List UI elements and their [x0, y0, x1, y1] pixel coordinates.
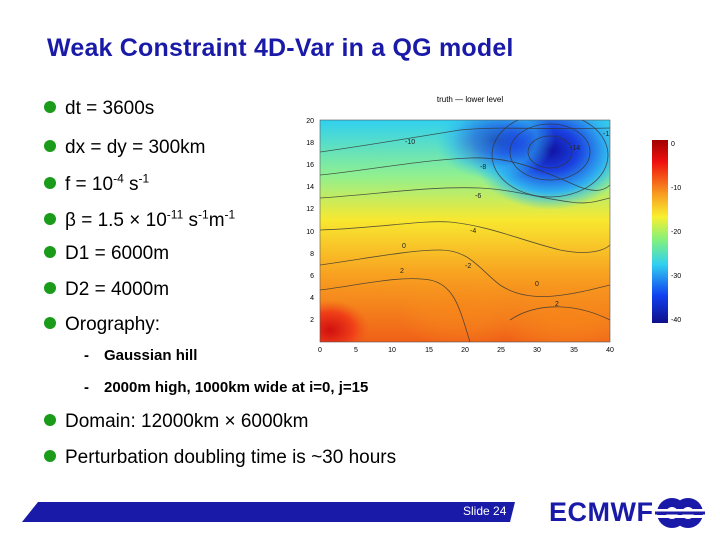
colorbar	[652, 140, 668, 323]
bullet-beta: β = 1.5 × 10-11 s-1m-1	[44, 209, 235, 232]
bullet-dot-icon	[44, 414, 56, 426]
ecmwf-wordmark: ECMWF	[549, 497, 654, 527]
colorbar-ticks: 0 -10 -20 -30 -40	[671, 141, 681, 324]
heatmap-figure: truth — lower level -10 -12 -14 -8 -6 -4	[306, 95, 681, 354]
svg-text:-2: -2	[465, 263, 471, 270]
svg-text:25: 25	[497, 347, 505, 354]
bullet-dot-icon	[44, 317, 56, 329]
svg-text:-10: -10	[671, 185, 681, 192]
sub-bullet-gaussian: - Gaussian hill	[84, 347, 198, 364]
bullet-dot-icon	[44, 213, 56, 225]
bullet-doubling-time: Perturbation doubling time is ~30 hours	[44, 447, 396, 469]
svg-text:-6: -6	[475, 193, 481, 200]
svg-text:2: 2	[310, 317, 314, 324]
svg-text:14: 14	[306, 184, 314, 191]
bullet-dot-icon	[44, 282, 56, 294]
contour-lines	[320, 120, 610, 342]
svg-text:40: 40	[606, 347, 614, 354]
y-axis-ticks: 20 18 16 14 12 10 8 6 4 2	[306, 118, 314, 324]
bullet-domain: Domain: 12000km × 6000km	[44, 411, 308, 433]
heatmap-area: -10 -12 -14 -8 -6 -4 -2 0 2 0 2	[320, 120, 613, 342]
svg-text:5: 5	[354, 347, 358, 354]
svg-text:8: 8	[310, 251, 314, 258]
svg-text:18: 18	[306, 140, 314, 147]
bullet-orography: Orography:	[44, 314, 160, 336]
svg-text:-40: -40	[671, 317, 681, 324]
svg-text:30: 30	[533, 347, 541, 354]
svg-text:35: 35	[570, 347, 578, 354]
svg-text:0: 0	[402, 243, 406, 250]
svg-text:10: 10	[388, 347, 396, 354]
footer-bar	[22, 502, 515, 522]
x-axis-ticks: 0 5 10 15 20 25 30 35 40	[318, 347, 614, 354]
svg-text:16: 16	[306, 162, 314, 169]
figure-title: truth — lower level	[437, 95, 503, 104]
svg-text:20: 20	[461, 347, 469, 354]
svg-text:2: 2	[400, 268, 404, 275]
svg-text:0: 0	[318, 347, 322, 354]
svg-text:-30: -30	[671, 273, 681, 280]
bullet-d1: D1 = 6000m	[44, 243, 169, 265]
svg-text:0: 0	[671, 141, 675, 148]
bullet-d2: D2 = 4000m	[44, 279, 169, 301]
slide-number: Slide 24	[463, 504, 507, 518]
svg-text:12: 12	[306, 206, 314, 213]
contour-labels: -10 -12 -14 -8 -6 -4 -2 0 2 0 2	[400, 131, 613, 308]
bullet-dx-dy: dx = dy = 300km	[44, 137, 205, 159]
sub-bullet-hill-size: -2000m high, 1000km wide at i=0, j=15	[84, 379, 369, 396]
bullet-coriolis: f = 10-4 s-1	[44, 173, 149, 196]
svg-text:-20: -20	[671, 229, 681, 236]
svg-text:-8: -8	[480, 164, 486, 171]
bullet-dot-icon	[44, 140, 56, 152]
svg-text:-10: -10	[405, 139, 415, 146]
svg-text:-4: -4	[470, 228, 476, 235]
svg-text:-12: -12	[603, 131, 613, 138]
svg-text:15: 15	[425, 347, 433, 354]
bullet-dot-icon	[44, 101, 56, 113]
svg-text:4: 4	[310, 295, 314, 302]
slide-title: Weak Constraint 4D-Var in a QG model	[47, 34, 514, 62]
ecmwf-logo-icon	[655, 498, 705, 528]
svg-text:20: 20	[306, 118, 314, 125]
svg-text:2: 2	[555, 301, 559, 308]
svg-text:6: 6	[310, 273, 314, 280]
bullet-dt: dt = 3600s	[44, 98, 154, 120]
svg-text:-14: -14	[570, 145, 580, 152]
bullet-dot-icon	[44, 177, 56, 189]
bullet-dot-icon	[44, 450, 56, 462]
svg-text:0: 0	[535, 281, 539, 288]
svg-text:10: 10	[306, 229, 314, 236]
bullet-dot-icon	[44, 246, 56, 258]
